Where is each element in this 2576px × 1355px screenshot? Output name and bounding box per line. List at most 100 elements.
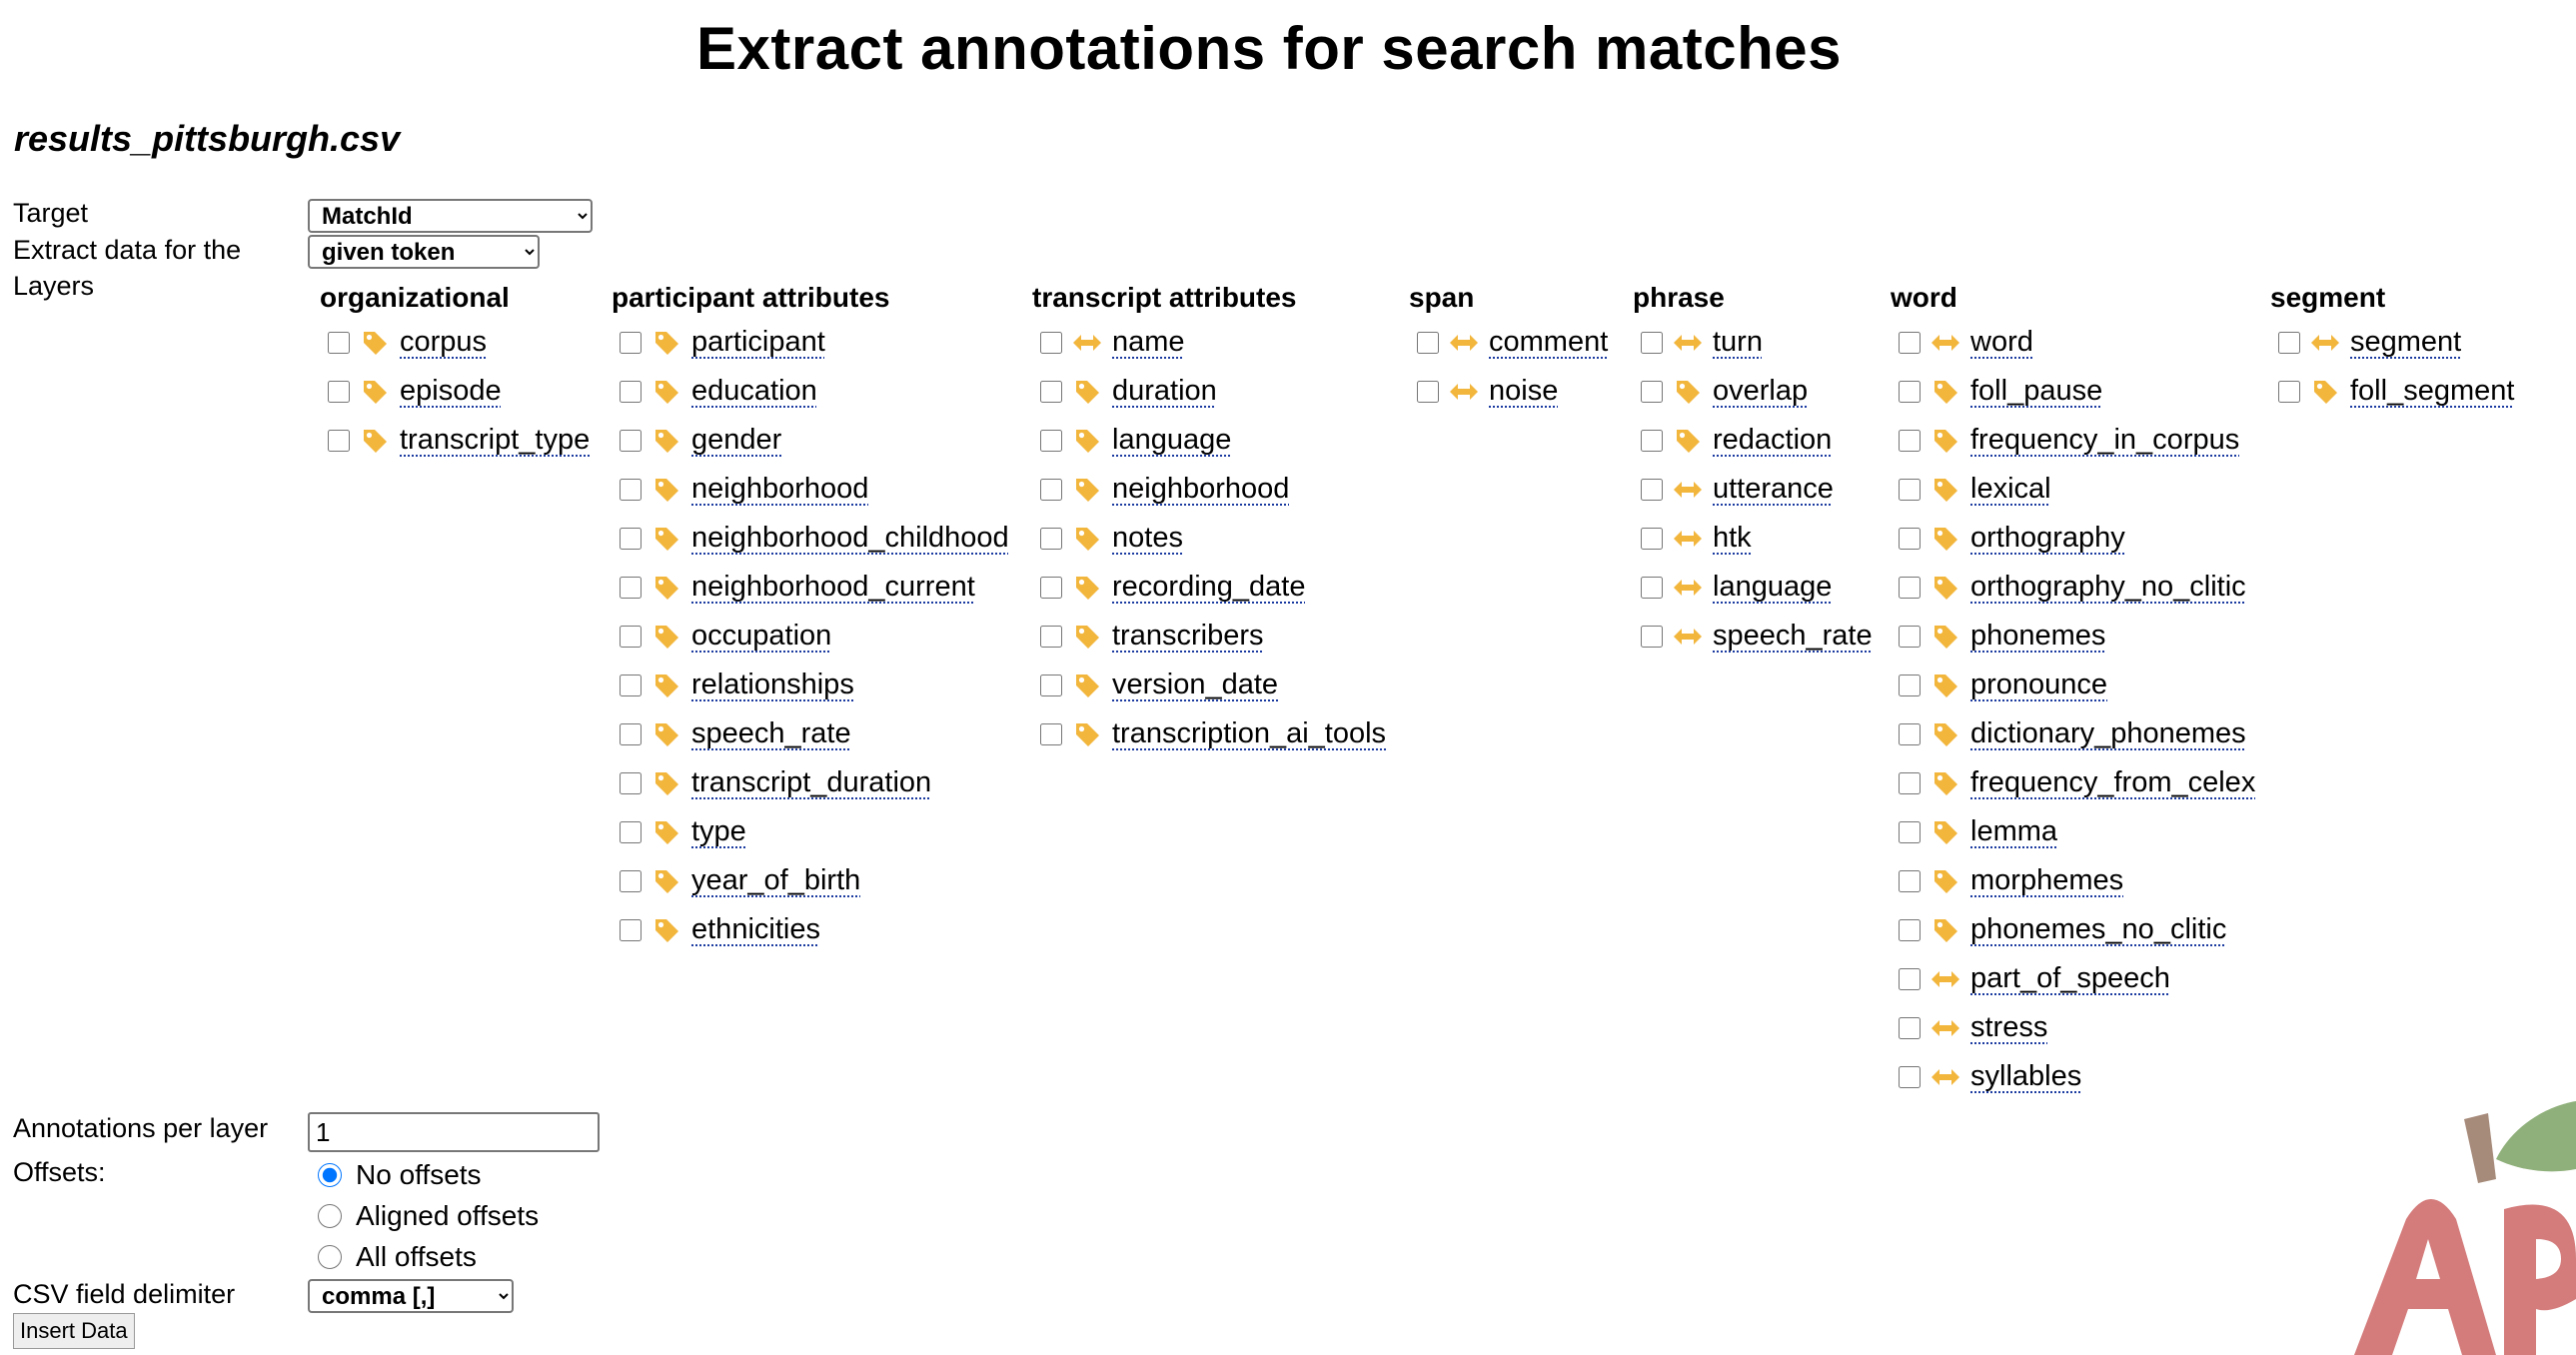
layer-item-transcription-ai-tools[interactable]: transcription_ai_tools: [1040, 709, 1386, 758]
layer-item-frequency-in-corpus[interactable]: frequency_in_corpus: [1899, 416, 2255, 465]
layer-label[interactable]: education: [691, 375, 817, 407]
layer-item-lemma[interactable]: lemma: [1899, 807, 2255, 856]
radio-aligned-offsets[interactable]: Aligned offsets: [318, 1200, 539, 1232]
layer-item-part-of-speech[interactable]: part_of_speech: [1899, 954, 2255, 1003]
layer-item-frequency-from-celex[interactable]: frequency_from_celex: [1899, 758, 2255, 807]
layer-label[interactable]: turn: [1713, 326, 1763, 358]
layer-label[interactable]: gender: [691, 424, 782, 456]
layer-label[interactable]: frequency_from_celex: [1970, 766, 2256, 798]
layer-item-year-of-birth[interactable]: year_of_birth: [620, 856, 1009, 905]
radio-no-offsets-input[interactable]: [318, 1163, 342, 1187]
layer-label[interactable]: transcribers: [1112, 620, 1264, 652]
layer-checkbox[interactable]: [1417, 380, 1439, 403]
layer-checkbox[interactable]: [620, 869, 642, 892]
layer-checkbox[interactable]: [620, 771, 642, 794]
layer-item-recording-date[interactable]: recording_date: [1040, 563, 1386, 612]
layer-checkbox[interactable]: [328, 380, 350, 403]
layer-checkbox[interactable]: [1641, 625, 1663, 648]
layer-item-neighborhood-childhood[interactable]: neighborhood_childhood: [620, 514, 1009, 563]
layer-checkbox[interactable]: [620, 722, 642, 745]
layer-item-episode[interactable]: episode: [328, 367, 590, 416]
layer-checkbox[interactable]: [1040, 527, 1062, 550]
layer-item-speech-rate[interactable]: speech_rate: [1641, 612, 1873, 661]
layer-checkbox[interactable]: [1040, 722, 1062, 745]
layer-item-syllables[interactable]: syllables: [1899, 1052, 2255, 1101]
layer-item-phonemes-no-clitic[interactable]: phonemes_no_clitic: [1899, 905, 2255, 954]
layer-item-htk[interactable]: htk: [1641, 514, 1873, 563]
layer-label[interactable]: language: [1713, 571, 1833, 603]
layer-checkbox[interactable]: [1899, 331, 1921, 354]
target-select[interactable]: MatchId: [308, 199, 593, 233]
layer-item-noise[interactable]: noise: [1417, 367, 1608, 416]
layer-label[interactable]: foll_segment: [2350, 375, 2515, 407]
layer-item-language[interactable]: language: [1040, 416, 1386, 465]
layer-item-pronounce[interactable]: pronounce: [1899, 661, 2255, 709]
layer-label[interactable]: foll_pause: [1970, 375, 2103, 407]
layer-item-language[interactable]: language: [1641, 563, 1873, 612]
layer-item-participant[interactable]: participant: [620, 318, 1009, 367]
layer-checkbox[interactable]: [1040, 674, 1062, 696]
layer-item-neighborhood[interactable]: neighborhood: [620, 465, 1009, 514]
layer-checkbox[interactable]: [1417, 331, 1439, 354]
layer-label[interactable]: orthography: [1970, 522, 2125, 554]
layer-label[interactable]: htk: [1713, 522, 1752, 554]
layer-checkbox[interactable]: [2278, 380, 2300, 403]
layer-checkbox[interactable]: [2278, 331, 2300, 354]
layer-item-segment[interactable]: segment: [2278, 318, 2514, 367]
layer-item-transcribers[interactable]: transcribers: [1040, 612, 1386, 661]
layer-item-redaction[interactable]: redaction: [1641, 416, 1873, 465]
layer-checkbox[interactable]: [1899, 380, 1921, 403]
layer-checkbox[interactable]: [1040, 380, 1062, 403]
layer-label[interactable]: corpus: [400, 326, 488, 358]
layer-item-utterance[interactable]: utterance: [1641, 465, 1873, 514]
layer-item-phonemes[interactable]: phonemes: [1899, 612, 2255, 661]
layer-item-notes[interactable]: notes: [1040, 514, 1386, 563]
layer-label[interactable]: notes: [1112, 522, 1183, 554]
layer-label[interactable]: syllables: [1970, 1060, 2082, 1092]
layer-label[interactable]: dictionary_phonemes: [1970, 717, 2246, 749]
layer-label[interactable]: neighborhood: [1112, 473, 1290, 505]
insert-data-button[interactable]: Insert Data: [13, 1313, 135, 1349]
layer-label[interactable]: episode: [400, 375, 502, 407]
layer-label[interactable]: transcription_ai_tools: [1112, 717, 1387, 749]
layer-checkbox[interactable]: [1899, 576, 1921, 599]
layer-checkbox[interactable]: [1040, 331, 1062, 354]
layer-checkbox[interactable]: [1899, 478, 1921, 501]
layer-checkbox[interactable]: [1899, 722, 1921, 745]
layer-checkbox[interactable]: [1899, 918, 1921, 941]
layer-checkbox[interactable]: [1899, 625, 1921, 648]
layer-checkbox[interactable]: [1899, 869, 1921, 892]
layer-checkbox[interactable]: [620, 527, 642, 550]
layer-label[interactable]: occupation: [691, 620, 832, 652]
layer-checkbox[interactable]: [1899, 1065, 1921, 1088]
layer-checkbox[interactable]: [620, 674, 642, 696]
layer-checkbox[interactable]: [1899, 967, 1921, 990]
layer-item-gender[interactable]: gender: [620, 416, 1009, 465]
layer-label[interactable]: phonemes_no_clitic: [1970, 913, 2227, 945]
layer-item-speech-rate[interactable]: speech_rate: [620, 709, 1009, 758]
layer-label[interactable]: duration: [1112, 375, 1217, 407]
layer-label[interactable]: part_of_speech: [1970, 962, 2170, 994]
layer-label[interactable]: noise: [1489, 375, 1559, 407]
layer-label[interactable]: type: [691, 815, 746, 847]
layer-checkbox[interactable]: [1899, 771, 1921, 794]
layer-item-version-date[interactable]: version_date: [1040, 661, 1386, 709]
layer-checkbox[interactable]: [1641, 478, 1663, 501]
layer-label[interactable]: participant: [691, 326, 825, 358]
layer-checkbox[interactable]: [620, 478, 642, 501]
layer-label[interactable]: pronounce: [1970, 669, 2108, 700]
layer-checkbox[interactable]: [620, 918, 642, 941]
layer-checkbox[interactable]: [1899, 1016, 1921, 1039]
layer-label[interactable]: lemma: [1970, 815, 2058, 847]
layer-label[interactable]: transcript_duration: [691, 766, 932, 798]
layer-checkbox[interactable]: [1040, 478, 1062, 501]
radio-aligned-offsets-input[interactable]: [318, 1204, 342, 1228]
layer-label[interactable]: name: [1112, 326, 1185, 358]
layer-label[interactable]: speech_rate: [1713, 620, 1873, 652]
layer-label[interactable]: orthography_no_clitic: [1970, 571, 2246, 603]
layer-label[interactable]: speech_rate: [691, 717, 851, 749]
layer-item-overlap[interactable]: overlap: [1641, 367, 1873, 416]
layer-label[interactable]: lexical: [1970, 473, 2051, 505]
layer-item-ethnicities[interactable]: ethnicities: [620, 905, 1009, 954]
layer-item-turn[interactable]: turn: [1641, 318, 1873, 367]
